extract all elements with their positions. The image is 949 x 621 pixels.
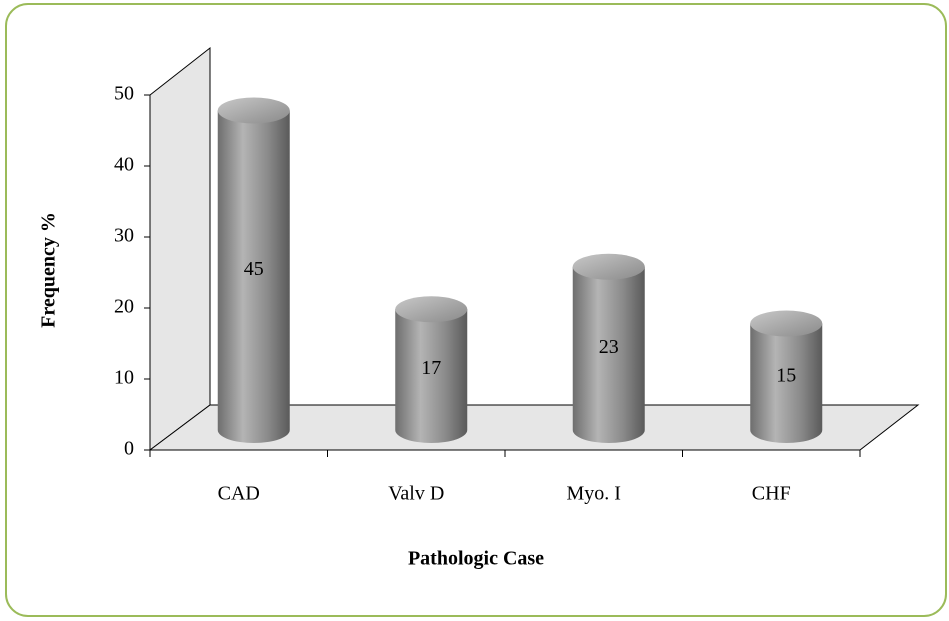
bar-part: [750, 323, 823, 443]
value-label: 23: [599, 336, 619, 358]
bar-part: [217, 97, 290, 124]
y-tick-label: 0: [124, 438, 134, 460]
bar-part: [395, 296, 468, 323]
y-tick-label: 10: [114, 367, 134, 389]
bar: [572, 253, 645, 443]
bar: [750, 310, 823, 443]
y-tick-label: 40: [114, 154, 134, 176]
bar-part: [572, 266, 645, 443]
bar: [395, 296, 468, 443]
x-tick-label: CAD: [218, 483, 260, 505]
bar-part: [395, 309, 468, 443]
value-label: 15: [776, 364, 796, 386]
y-tick-label: 30: [114, 225, 134, 247]
x-tick-label: Myo. I: [567, 483, 621, 505]
back-wall: [149, 46, 211, 451]
x-tick-label: Valv D: [388, 483, 444, 505]
x-tick-label: CHF: [752, 483, 791, 505]
frame: [5, 3, 947, 617]
bar: [217, 97, 290, 443]
bar-part: [750, 310, 823, 337]
y-axis-label: Frequency %: [38, 212, 60, 328]
bar-part: [217, 110, 290, 443]
value-label: 45: [244, 258, 264, 280]
bar-part: [572, 253, 645, 280]
value-label: 17: [421, 357, 441, 379]
x-axis-label: Pathologic Case: [408, 548, 544, 570]
y-tick-label: 50: [114, 83, 134, 105]
y-tick-label: 20: [114, 296, 134, 318]
